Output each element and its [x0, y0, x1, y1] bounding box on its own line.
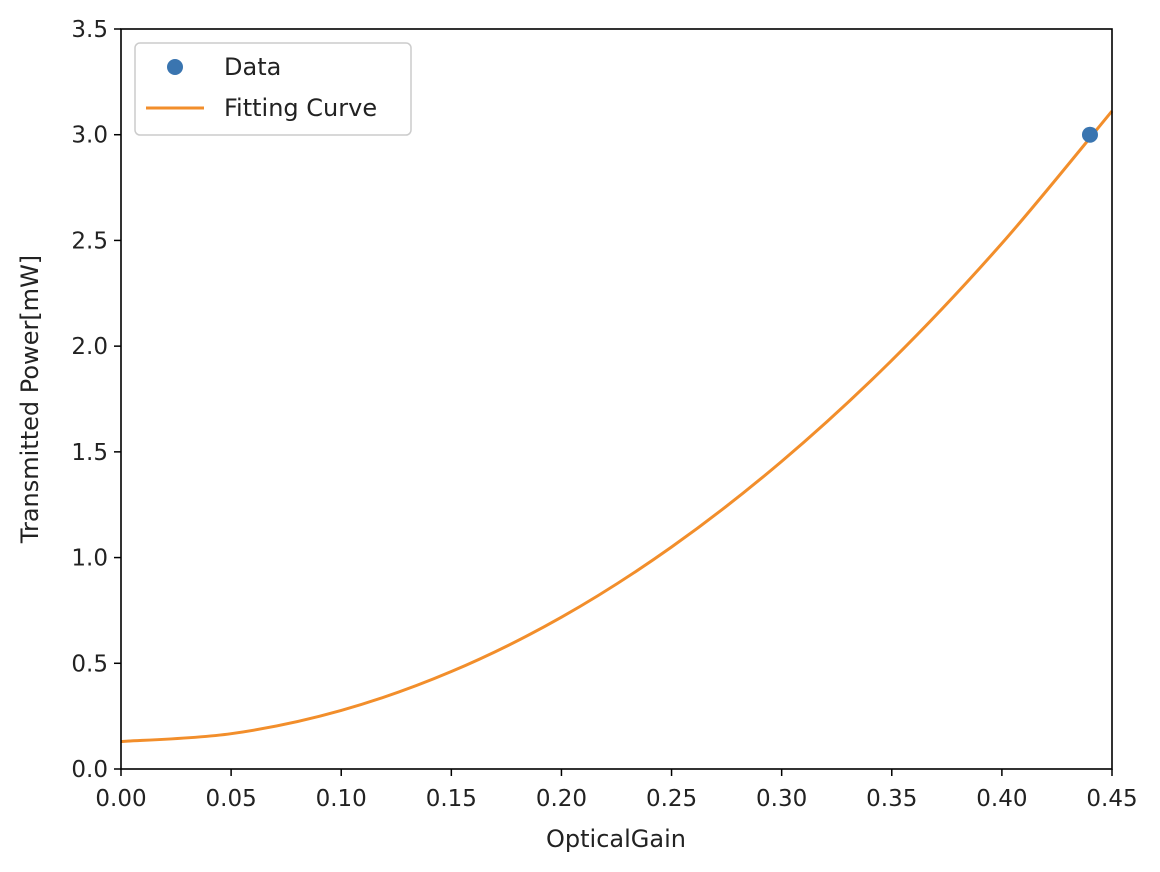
x-tick-label-8: 0.40 [976, 786, 1027, 812]
series-line-fitting-curve [120, 110, 1114, 744]
legend-marker-data [167, 59, 183, 75]
data-point-0 [1081, 126, 1098, 143]
legend-label-fitting-curve: Fitting Curve [224, 94, 377, 122]
y-tick-label-2: 1.0 [71, 546, 108, 572]
y-axis: 0.0 0.5 1.0 1.5 2.0 2.5 3.0 3.5 [71, 17, 121, 783]
plot-frame [120, 28, 1113, 770]
x-tick-label-6: 0.30 [756, 786, 807, 812]
plot-background [121, 29, 1112, 769]
x-axis: 0.00 0.05 0.10 0.15 0.20 0.25 0.30 0.35 0.40 0.45 [95, 769, 1138, 812]
legend-label-data: Data [224, 53, 281, 81]
y-tick-label-6: 3.0 [71, 123, 108, 149]
points-layer [1081, 126, 1098, 143]
series-layer [120, 110, 1114, 744]
y-tick-label-3: 1.5 [71, 440, 108, 466]
x-tick-label-5: 0.25 [646, 786, 697, 812]
y-axis-label: Transmitted Power[mW] [16, 255, 44, 544]
x-tick-label-4: 0.20 [536, 786, 587, 812]
y-tick-label-5: 2.5 [71, 228, 108, 254]
y-tick-label-0: 0.0 [71, 757, 108, 783]
x-axis-label: OpticalGain [546, 825, 686, 853]
y-tick-label-7: 3.5 [71, 17, 108, 43]
x-tick-label-2: 0.10 [316, 786, 367, 812]
legend-box [134, 42, 412, 136]
y-tick-label-4: 2.0 [71, 334, 108, 360]
x-tick-label-7: 0.35 [866, 786, 917, 812]
y-tick-label-1: 0.5 [71, 651, 108, 677]
x-tick-label-0: 0.00 [95, 786, 146, 812]
x-tick-label-3: 0.15 [426, 786, 477, 812]
x-tick-label-9: 0.45 [1086, 786, 1137, 812]
legend: Data Fitting Curve [134, 42, 412, 136]
x-tick-label-1: 0.05 [206, 786, 257, 812]
